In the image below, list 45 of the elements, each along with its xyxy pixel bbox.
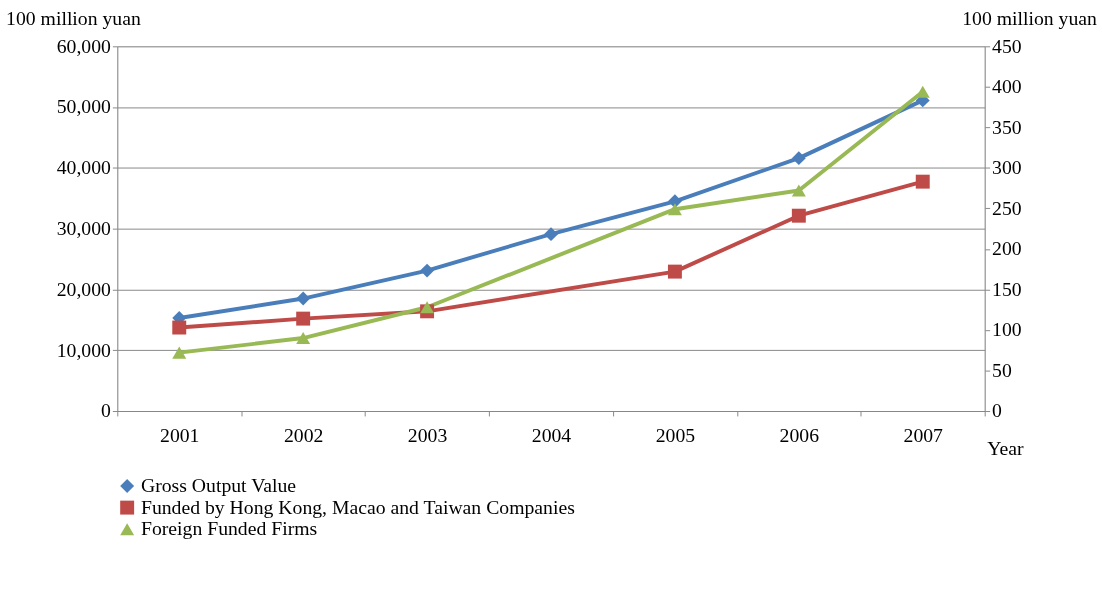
y2-tick-label: 0 [992, 399, 1003, 422]
point [420, 263, 435, 278]
y-tick-label: 20,000 [56, 277, 112, 300]
y2-tick-label: 450 [992, 34, 1022, 57]
point [791, 151, 806, 166]
point [172, 346, 187, 359]
y2-tick-label: 50 [992, 358, 1012, 381]
point [544, 227, 558, 242]
y-axis-title: 100 million yuan [6, 7, 141, 30]
y2-tick-label: 350 [992, 115, 1022, 138]
y2-tick-label: 250 [992, 196, 1022, 219]
y-tick-label: 30,000 [56, 217, 112, 240]
point [667, 203, 682, 216]
x-tick-label: 2005 [655, 424, 696, 447]
point [296, 311, 311, 326]
y2-tick-label: 400 [992, 75, 1022, 98]
x-tick-label: 2006 [779, 424, 820, 447]
y-tick-label: 60,000 [56, 34, 112, 57]
legend-label: Funded by Hong Kong, Macao and Taiwan Companies [140, 495, 575, 518]
x-tick-label: 2004 [531, 424, 572, 447]
y2-tick-label: 150 [992, 277, 1022, 300]
point [915, 174, 930, 189]
x-axis-title: Year [987, 436, 1024, 459]
x-tick-label: 2003 [407, 424, 448, 447]
y2-tick-label: 200 [992, 237, 1022, 260]
point [791, 184, 806, 197]
y2-tick-label: 300 [992, 156, 1022, 179]
point [296, 291, 311, 306]
point [420, 301, 435, 314]
x-tick-label: 2002 [283, 424, 324, 447]
point [667, 264, 682, 279]
y2-axis-title: 100 million yuan [962, 7, 1098, 30]
y-tick-label: 40,000 [56, 156, 112, 179]
point [791, 208, 806, 223]
point [172, 320, 187, 335]
x-tick-label: 2007 [903, 424, 944, 447]
point [296, 332, 311, 345]
legend-label: Foreign Funded Firms [140, 517, 318, 540]
x-tick-label: 2001 [160, 424, 200, 447]
y-tick-label: 50,000 [56, 95, 112, 118]
legend-label: Gross Output Value [140, 473, 297, 496]
point [667, 194, 682, 209]
y-tick-label: 0 [101, 399, 112, 422]
y-tick-label: 10,000 [56, 338, 112, 361]
y2-tick-label: 100 [992, 318, 1022, 341]
